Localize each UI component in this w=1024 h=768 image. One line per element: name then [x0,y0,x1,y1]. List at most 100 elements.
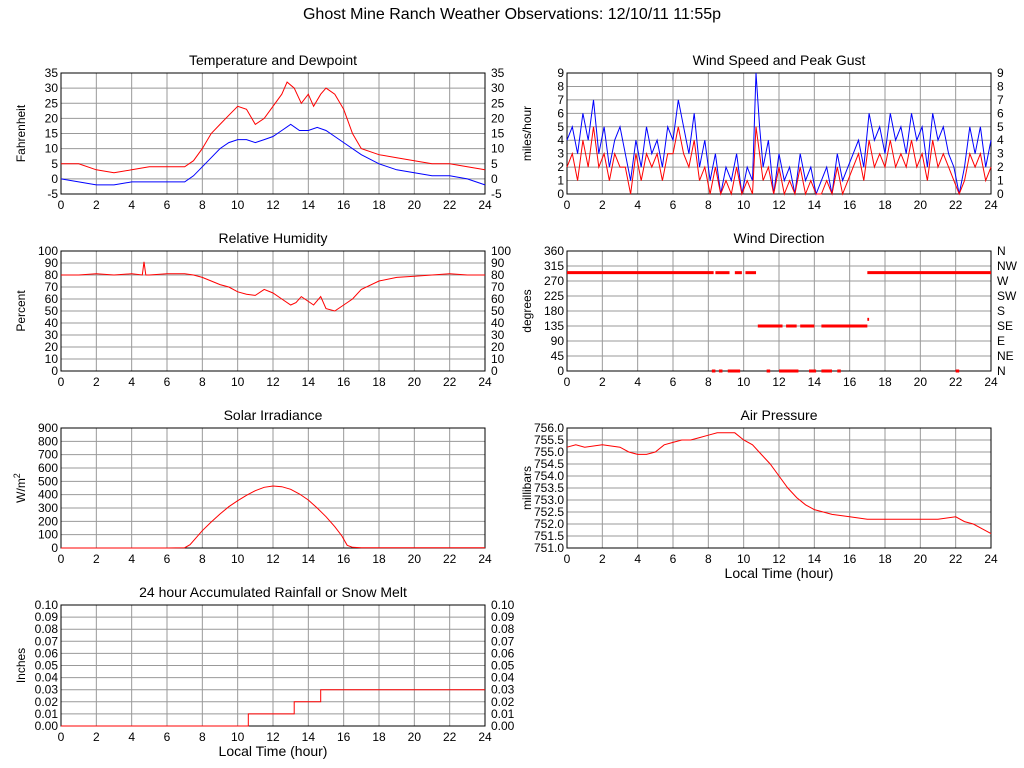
right-tick-label: 0 [491,364,498,378]
y-tick-label: 200 [38,514,58,528]
x-tick-label: 6 [164,198,171,212]
y-tick-label: 751.0 [534,541,564,555]
y-tick-label: 0.10 [35,598,59,612]
x-tick-label: 18 [372,730,386,744]
y-tick-label: 135 [544,319,564,333]
y-tick-label: 90 [45,256,59,270]
x-tick-label: 6 [670,198,677,212]
x-tick-label: 0 [564,375,571,389]
x-tick-label: 16 [337,375,351,389]
x-tick-label: 4 [634,552,641,566]
x-tick-label: 20 [408,198,422,212]
x-tick-label: 12 [266,375,280,389]
right-tick-label: 80 [491,268,505,282]
y-tick-label: 0 [557,364,564,378]
x-tick-label: 18 [878,198,892,212]
x-tick-label: 0 [58,730,65,744]
y-tick-label: 0.04 [35,671,59,685]
y-tick-label: -5 [47,187,58,201]
y-tick-label: 0.02 [35,695,59,709]
x-tick-label: 16 [843,375,857,389]
y-axis-label: miles/hour [520,106,534,161]
y-axis-label: Percent [14,290,28,332]
x-tick-label: 2 [93,730,100,744]
right-tick-label: 35 [491,66,505,80]
y-tick-label: 600 [38,461,58,475]
x-tick-label: 12 [772,198,786,212]
x-tick-label: 8 [199,198,206,212]
right-tick-label: 5 [997,120,1004,134]
right-tick-label: 0.02 [491,695,515,709]
y-tick-label: 0 [51,172,58,186]
x-tick-label: 2 [93,552,100,566]
temp-series-1-line [60,123,486,186]
x-tick-label: 4 [128,730,135,744]
right-tick-label: 4 [997,133,1004,147]
x-tick-label: 20 [914,198,928,212]
x-tick-label: 4 [634,198,641,212]
plot-frame [566,427,992,549]
x-tick-label: 8 [199,552,206,566]
plot-frame [60,72,486,195]
x-tick-label: 14 [302,730,316,744]
y-tick-label: 225 [544,289,564,303]
right-tick-label: 90 [491,256,505,270]
x-tick-label: 0 [564,552,571,566]
y-tick-label: 25 [45,96,59,110]
right-tick-label: 100 [491,244,511,258]
y-axis-label: degrees [520,289,534,332]
right-tick-label: 0.10 [491,598,515,612]
plot-frame [60,250,486,372]
y-tick-label: 0 [51,541,58,555]
x-tick-label: 0 [58,552,65,566]
right-tick-label: 30 [491,328,505,342]
x-tick-label: 10 [231,375,245,389]
x-tick-label: 12 [266,730,280,744]
y-tick-label: 5 [51,157,58,171]
temp-series-0-line [61,81,486,174]
x-tick-label: 18 [372,198,386,212]
right-tick-label: 0.04 [491,671,515,685]
x-tick-label: 0 [564,198,571,212]
x-tick-label: 12 [266,198,280,212]
y-tick-label: 35 [45,66,59,80]
x-tick-label: 12 [772,375,786,389]
x-tick-label: 12 [772,552,786,566]
x-tick-label: 8 [705,375,712,389]
right-tick-label: SE [997,319,1013,333]
x-tick-label: 10 [231,552,245,566]
right-tick-label: 10 [491,142,505,156]
x-tick-label: 20 [408,730,422,744]
pressure-series-0-line [566,432,992,535]
x-tick-label: 2 [599,552,606,566]
x-tick-label: 14 [808,375,822,389]
right-tick-label: NW [997,259,1018,273]
x-tick-label: 22 [443,552,457,566]
x-tick-label: 10 [737,552,751,566]
x-tick-label: 18 [372,552,386,566]
right-tick-label: 0 [491,172,498,186]
y-tick-label: 0 [557,187,564,201]
y-tick-label: 0.01 [35,707,59,721]
x-tick-label: 10 [231,198,245,212]
y-tick-label: 753.0 [534,493,564,507]
y-tick-label: 900 [38,421,58,435]
x-axis-label: Local Time (hour) [725,565,834,581]
x-tick-label: 8 [199,730,206,744]
x-tick-label: 4 [128,552,135,566]
chart-title: Wind Speed and Peak Gust [693,52,866,68]
x-tick-label: 14 [808,198,822,212]
y-tick-label: 500 [38,474,58,488]
chart-title: Air Pressure [740,407,817,423]
y-tick-label: 754.5 [534,457,564,471]
x-tick-label: 4 [128,198,135,212]
y-tick-label: 100 [38,244,58,258]
y-tick-label: 756.0 [534,421,564,435]
y-tick-label: 10 [45,142,59,156]
y-tick-label: 45 [551,349,565,363]
x-tick-label: 6 [670,552,677,566]
y-tick-label: 700 [38,448,58,462]
